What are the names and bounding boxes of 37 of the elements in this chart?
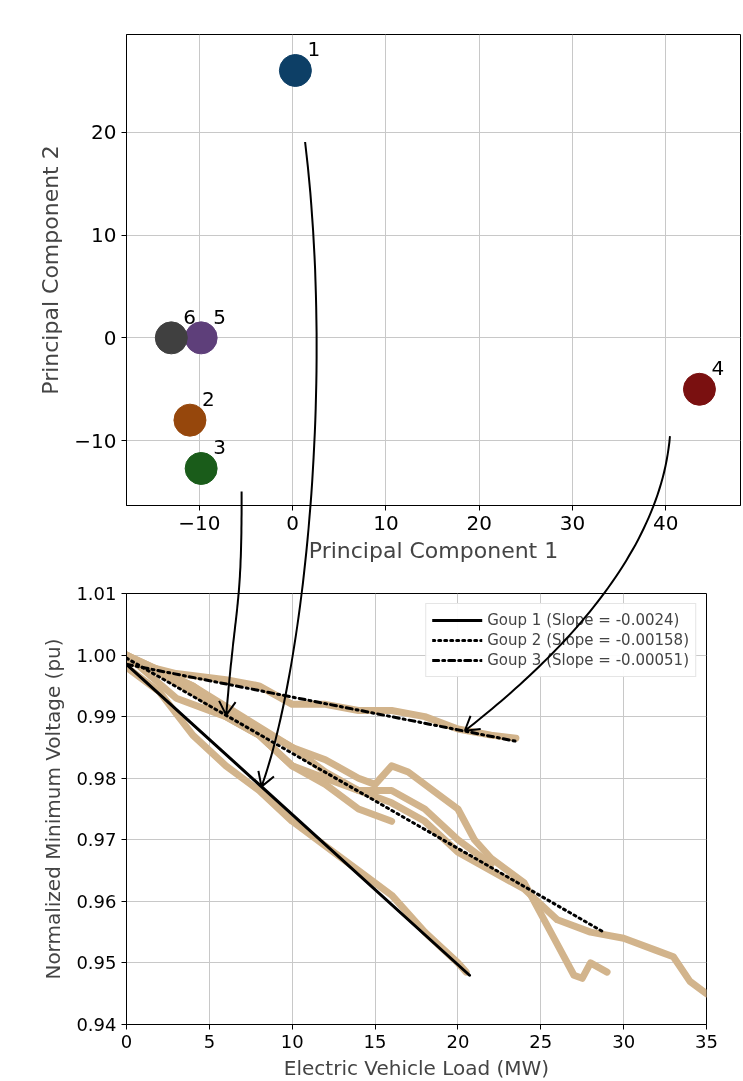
x-tick-label: 25 [529,1030,553,1052]
y-axis-title: Normalized Minimum Voltage (pu) [41,638,66,980]
annotation: 6 [183,304,197,329]
x-tick-label: −10 [178,510,221,535]
x-tick-label: 30 [612,1030,636,1052]
x-tick-label: 20 [466,510,492,535]
y-tick-label: 0.94 [76,1014,117,1035]
y-tick-label: 1.01 [76,583,117,604]
y-tick-label: 0 [103,325,117,350]
y-tick-label: 0.97 [76,829,117,851]
x-tick-label: 0 [286,510,299,535]
x-tick-label: 10 [373,510,399,535]
x-tick-label: 40 [653,510,679,535]
y-tick-label: 0.98 [76,767,117,789]
x-tick-label: 10 [280,1030,304,1052]
annotation: 3 [213,435,226,460]
x-tick-label: 0 [120,1030,133,1052]
y-tick-label: 0.96 [76,890,117,912]
x-tick-label: 30 [559,510,586,535]
x-axis-title: Principal Component 1 [308,537,559,563]
x-tick-label: 35 [695,1030,718,1052]
x-axis-title: Electric Vehicle Load (MW) [283,1055,550,1080]
y-tick-label: 0.99 [76,706,117,728]
annotation: 5 [213,304,226,329]
x-tick-label: 5 [203,1030,216,1052]
y-tick-label: 10 [91,223,117,248]
annotation: 2 [201,387,215,412]
legend-label: Goup 3 (Slope = -0.00051) [487,651,689,669]
y-tick-label: 1.00 [76,644,117,666]
x-tick-label: 20 [446,1030,470,1052]
y-tick-label: 20 [91,120,117,145]
y-axis-title: Principal Component 2 [38,145,64,395]
y-tick-label: −10 [74,428,117,453]
x-tick-label: 15 [363,1030,387,1052]
annotation: 4 [711,356,725,381]
y-tick-label: 0.95 [76,952,117,974]
annotation: 1 [307,37,321,62]
